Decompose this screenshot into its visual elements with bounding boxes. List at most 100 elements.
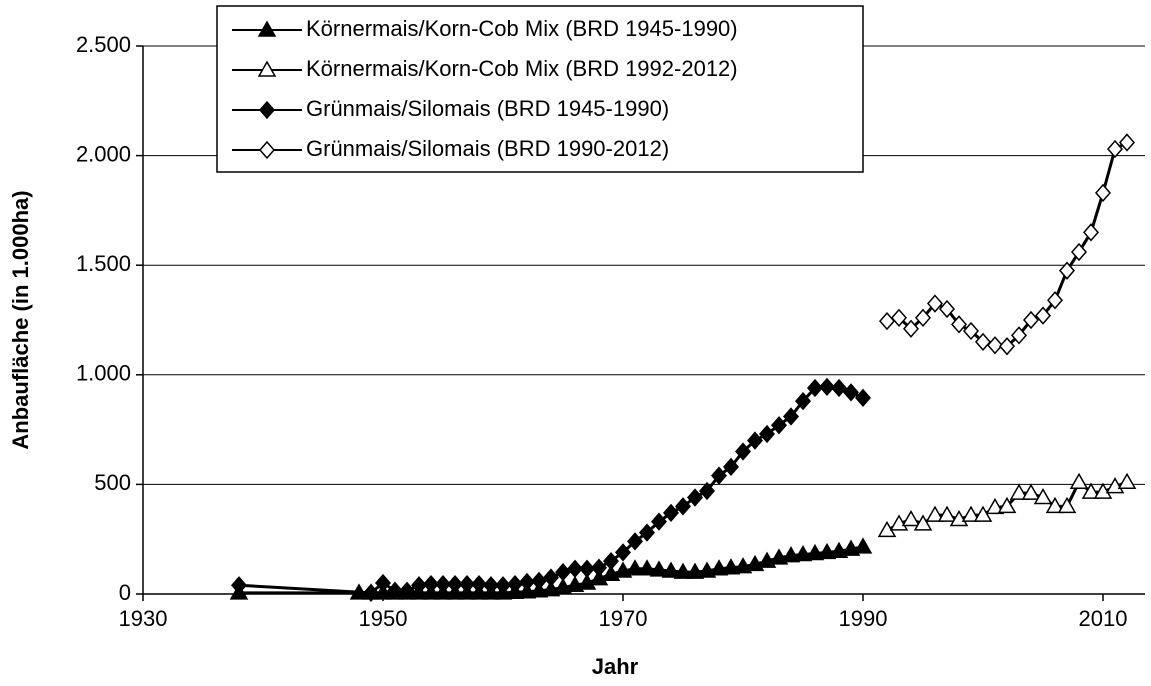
y-tick-label: 2.000 — [76, 141, 131, 166]
marker — [975, 332, 991, 352]
marker — [507, 574, 523, 594]
marker — [1035, 306, 1051, 325]
legend-label: Körnermais/Korn-Cob Mix (BRD 1992-2012) — [306, 56, 738, 81]
y-tick-label: 2.500 — [76, 32, 131, 57]
marker — [375, 573, 391, 593]
marker — [843, 383, 859, 402]
marker — [447, 574, 463, 594]
marker — [1047, 291, 1063, 310]
x-tick-label: 2010 — [1079, 606, 1128, 631]
marker — [855, 388, 871, 407]
marker — [1081, 482, 1101, 499]
marker — [1107, 139, 1123, 159]
marker — [423, 574, 439, 594]
marker — [589, 569, 609, 586]
marker — [735, 442, 751, 461]
x-tick-label: 1970 — [599, 606, 648, 631]
marker — [459, 574, 475, 594]
y-axis-label: Anbaufläche (in 1.000ha) — [8, 190, 33, 449]
marker — [819, 377, 835, 396]
marker — [937, 505, 957, 522]
marker — [471, 574, 487, 594]
marker — [673, 562, 693, 579]
marker — [793, 545, 813, 562]
marker — [675, 497, 691, 516]
marker — [259, 140, 275, 160]
marker — [231, 576, 247, 595]
marker — [257, 60, 277, 77]
marker — [663, 503, 679, 523]
marker — [939, 299, 955, 319]
marker — [723, 457, 739, 477]
marker — [627, 532, 643, 551]
marker — [1095, 183, 1111, 203]
marker — [925, 505, 945, 522]
marker — [721, 558, 741, 575]
marker — [579, 559, 595, 578]
x-tick-label: 1930 — [119, 606, 168, 631]
marker — [1023, 310, 1039, 330]
legend-label: Grünmais/Silomais (BRD 1990-2012) — [306, 136, 669, 161]
marker — [985, 497, 1005, 515]
marker — [519, 572, 535, 592]
marker — [1057, 496, 1077, 514]
y-tick-label: 1.000 — [76, 361, 131, 386]
marker — [879, 311, 895, 331]
marker — [615, 543, 631, 562]
marker — [685, 562, 705, 579]
marker — [963, 321, 979, 341]
marker — [795, 391, 811, 411]
marker — [783, 407, 799, 426]
marker — [951, 315, 967, 334]
marker — [661, 561, 681, 578]
marker — [711, 466, 727, 485]
marker — [747, 431, 763, 450]
x-tick-label: 1990 — [839, 606, 888, 631]
marker — [411, 576, 427, 595]
marker — [567, 559, 583, 578]
marker — [831, 378, 847, 398]
legend-label: Körnermais/Korn-Cob Mix (BRD 1945-1990) — [306, 16, 738, 41]
marker — [1119, 133, 1135, 152]
marker — [1105, 477, 1125, 494]
marker — [495, 576, 511, 595]
marker — [651, 512, 667, 531]
marker — [915, 308, 931, 327]
marker — [889, 514, 909, 531]
marker — [997, 496, 1017, 514]
marker — [999, 337, 1015, 356]
marker — [1071, 242, 1087, 262]
marker — [363, 583, 379, 603]
marker — [625, 559, 645, 576]
marker — [1117, 472, 1137, 489]
marker — [1045, 496, 1065, 514]
marker — [807, 378, 823, 398]
marker — [771, 416, 787, 435]
marker — [817, 542, 837, 560]
marker — [1093, 482, 1113, 499]
marker — [603, 551, 619, 571]
marker — [1011, 326, 1027, 345]
marker — [639, 523, 655, 542]
marker — [483, 576, 499, 595]
marker — [891, 308, 907, 327]
marker — [961, 505, 981, 522]
marker — [591, 558, 607, 577]
marker — [531, 571, 547, 590]
y-tick-label: 1.500 — [76, 251, 131, 276]
marker — [1069, 472, 1089, 489]
marker — [699, 481, 715, 501]
marker — [903, 319, 919, 338]
marker — [637, 559, 657, 576]
y-tick-label: 500 — [94, 470, 131, 495]
x-axis-label: Jahr — [592, 654, 639, 679]
marker — [435, 574, 451, 594]
marker — [759, 424, 775, 444]
marker — [913, 514, 933, 531]
marker — [949, 509, 969, 527]
marker — [399, 581, 415, 600]
y-tick-label: 0 — [119, 580, 131, 605]
marker — [927, 294, 943, 313]
marker — [1059, 261, 1075, 280]
